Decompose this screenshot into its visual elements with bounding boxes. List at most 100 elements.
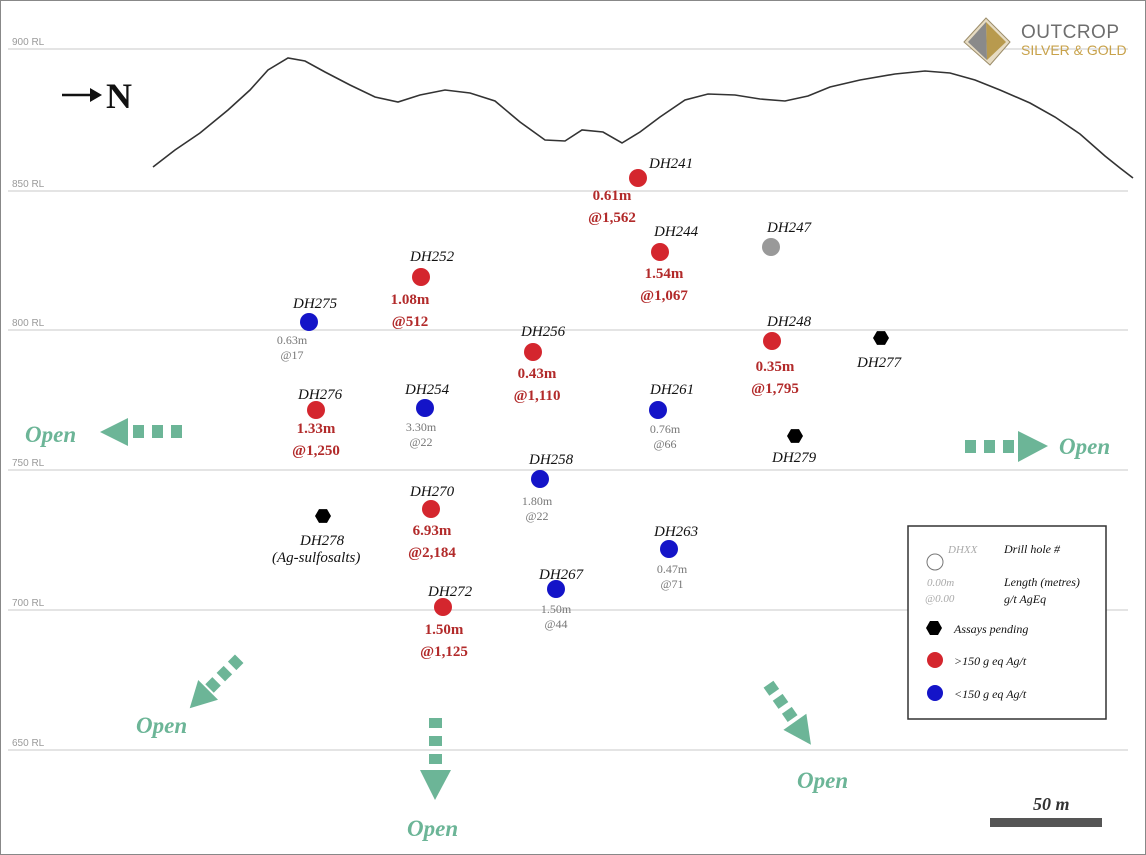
hole-marker-icon	[629, 169, 647, 187]
drill-hole-dh258: DH258 1.80m@22	[522, 452, 574, 523]
legend-pending: Assays pending	[953, 622, 1028, 636]
north-arrow: N	[62, 76, 132, 116]
legend-low-icon	[927, 685, 943, 701]
open-arrow-south	[420, 718, 451, 800]
legend-hole-desc: Drill hole #	[1003, 542, 1061, 556]
hole-marker-icon	[651, 243, 669, 261]
open-arrow-east	[965, 431, 1048, 462]
hole-length: 1.50m	[541, 602, 572, 616]
hole-note: (Ag-sulfosalts)	[272, 550, 360, 566]
hole-marker-icon	[547, 580, 565, 598]
legend: DHXX Drill hole # 0.00m Length (metres) …	[907, 525, 1107, 720]
hole-grade: @1,795	[751, 381, 799, 397]
hole-marker-icon	[434, 598, 452, 616]
hole-label: DH279	[771, 450, 817, 466]
hole-marker-icon	[416, 399, 434, 417]
hole-marker-icon	[412, 268, 430, 286]
logo-line1: OUTCROP	[1021, 22, 1120, 43]
hole-length: 0.47m	[657, 562, 688, 576]
pending-hex-icon	[315, 509, 331, 523]
hole-length: 0.76m	[650, 422, 681, 436]
hole-length: 3.30m	[406, 420, 437, 434]
pending-hex-icon	[873, 331, 889, 345]
hole-grade: @1,125	[420, 644, 468, 660]
hole-label: DH277	[856, 355, 903, 371]
hole-length: 0.35m	[756, 359, 795, 375]
hole-label: DH256	[520, 324, 566, 340]
hole-length: 1.80m	[522, 494, 553, 508]
drill-hole-dh256: DH256 0.43m @1,110	[514, 324, 566, 404]
open-label-southeast: Open	[797, 768, 848, 793]
hole-marker-icon	[649, 401, 667, 419]
legend-grade-desc: g/t AgEq	[1004, 592, 1046, 606]
rl-label-850: 850 RL	[12, 179, 45, 190]
hole-marker-icon	[762, 238, 780, 256]
legend-len-placeholder: 0.00m	[927, 577, 954, 589]
drill-hole-dh270: DH270 6.93m @2,184	[408, 484, 456, 561]
drill-hole-dh248: DH248 0.35m @1,795	[751, 314, 812, 397]
hole-grade: @2,184	[408, 545, 456, 561]
hole-grade: @44	[544, 617, 567, 631]
logo-line2: SILVER & GOLD	[1021, 42, 1127, 58]
hole-length: 0.43m	[518, 366, 557, 382]
legend-hole-icon	[926, 553, 944, 571]
legend-hole-placeholder: DHXX	[947, 544, 979, 556]
hole-label: DH276	[297, 387, 343, 403]
hole-grade: @1,110	[514, 388, 561, 404]
drill-hole-dh247: DH247	[762, 220, 813, 256]
drill-hole-dh244: DH244 1.54m @1,067	[640, 224, 699, 304]
hole-length: 1.54m	[645, 266, 684, 282]
hole-grade: @1,250	[292, 443, 340, 459]
hole-label: DH248	[766, 314, 812, 330]
hole-length: 0.63m	[277, 333, 308, 347]
drill-hole-dh263: DH263 0.47m@71	[653, 524, 698, 591]
open-label-south: Open	[407, 816, 458, 841]
hole-grade: @512	[392, 314, 428, 330]
hole-label: DH244	[653, 224, 699, 240]
open-arrow-southwest	[189, 654, 244, 709]
drill-hole-dh279: DH279	[771, 429, 817, 466]
hole-length: 1.08m	[391, 292, 430, 308]
outcrop-logo: OUTCROP SILVER & GOLD	[963, 17, 1127, 66]
rl-label-650: 650 RL	[12, 738, 45, 749]
rl-lines	[8, 48, 1128, 751]
drill-hole-dh276: DH276 1.33m @1,250	[292, 387, 343, 459]
hole-label: DH254	[404, 382, 450, 398]
hole-length: 1.33m	[297, 421, 336, 437]
drill-hole-dh254: DH254 3.30m@22	[404, 382, 450, 449]
hole-marker-icon	[763, 332, 781, 350]
rl-label-900: 900 RL	[12, 37, 45, 48]
hole-grade: @71	[660, 577, 683, 591]
hole-label: DH270	[409, 484, 455, 500]
pending-hex-icon	[787, 429, 803, 443]
legend-high: >150 g eq Ag/t	[954, 654, 1027, 668]
hole-marker-icon	[524, 343, 542, 361]
legend-high-icon	[927, 652, 943, 668]
hole-marker-icon	[307, 401, 325, 419]
open-label-east: Open	[1059, 434, 1110, 459]
drill-hole-dh267: DH267 1.50m@44	[538, 567, 585, 631]
scale-label: 50 m	[1033, 794, 1070, 814]
drill-hole-dh278: DH278(Ag-sulfosalts)	[272, 509, 360, 566]
hole-marker-icon	[300, 313, 318, 331]
hole-length: 1.50m	[425, 622, 464, 638]
topography-profile	[152, 57, 1134, 179]
hole-label: DH261	[649, 382, 694, 398]
hole-marker-icon	[422, 500, 440, 518]
hole-grade: @17	[280, 348, 303, 362]
rl-label-700: 700 RL	[12, 598, 45, 609]
open-label-southwest: Open	[136, 713, 187, 738]
hole-label: DH241	[648, 156, 693, 172]
hole-label: DH252	[409, 249, 455, 265]
hole-label: DH247	[766, 220, 813, 236]
legend-pending-icon	[926, 621, 942, 635]
hole-grade: @22	[409, 435, 432, 449]
legend-grade-placeholder: @0.00	[925, 593, 955, 605]
hole-label: DH267	[538, 567, 585, 583]
scale-bar-rect	[990, 818, 1102, 827]
hole-label: DH258	[528, 452, 574, 468]
rl-label-800: 800 RL	[12, 318, 45, 329]
hole-marker-icon	[531, 470, 549, 488]
